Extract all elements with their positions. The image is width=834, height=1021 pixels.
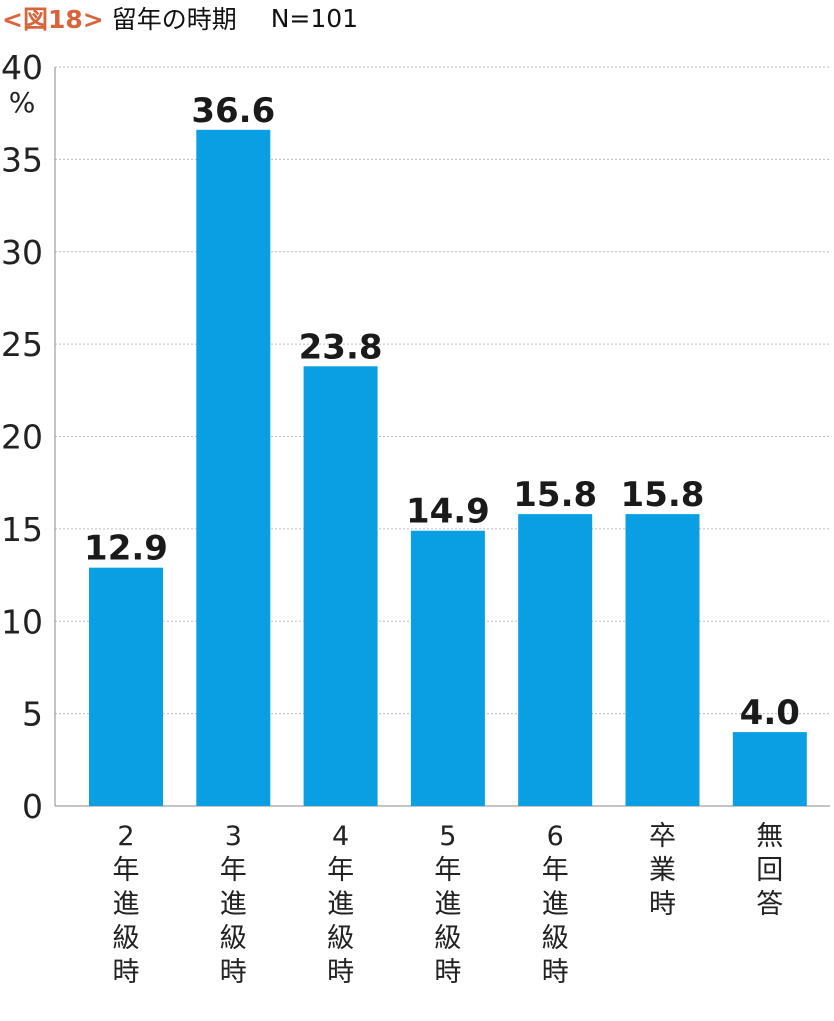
- y-tick-label: 35: [1, 140, 43, 179]
- x-tick-label: 進: [327, 889, 354, 920]
- y-tick-label: 40: [1, 48, 43, 87]
- bar: [625, 514, 700, 806]
- y-tick-label: 25: [1, 325, 43, 364]
- x-tick-label: 年: [434, 855, 461, 886]
- x-tick-label: 回: [756, 855, 783, 886]
- x-tick-label: 4: [332, 821, 349, 852]
- x-tick-label: 時: [327, 957, 354, 988]
- data-labels: 12.9 36.6 23.8 14.9 15.8 15.8 4.0: [84, 91, 800, 733]
- x-tick-label: 6: [547, 821, 564, 852]
- gridlines: [55, 66, 830, 715]
- x-tick-label: 年: [327, 855, 354, 886]
- x-tick-label: 業: [649, 855, 676, 886]
- x-tick-label: 級: [434, 923, 461, 954]
- data-label: 15.8: [621, 475, 705, 515]
- x-tick-label: 答: [756, 889, 783, 920]
- x-tick-label: 年: [542, 855, 569, 886]
- x-tick-label: 進: [220, 889, 247, 920]
- y-tick-label: 10: [1, 602, 43, 641]
- x-tick-label: 進: [542, 889, 569, 920]
- x-tick-label: 卒: [649, 821, 676, 852]
- x-tick-label: 時: [113, 957, 140, 988]
- y-tick-label: 0: [22, 787, 43, 826]
- chart-title: 留年の時期: [111, 5, 237, 34]
- x-tick-label: 時: [542, 957, 569, 988]
- bar: [89, 567, 163, 806]
- x-tick-label: 無: [756, 821, 783, 852]
- data-label: 23.8: [299, 327, 383, 367]
- bar: [410, 530, 485, 806]
- x-tick-label: 級: [327, 923, 354, 954]
- y-tick-label: 30: [1, 233, 43, 272]
- data-label: 15.8: [513, 475, 597, 515]
- x-tick-label: 2: [117, 821, 134, 852]
- x-tick-label: 級: [542, 923, 569, 954]
- sample-size: N=101: [270, 3, 359, 33]
- bar: [518, 514, 593, 806]
- x-tick-label: 時: [220, 957, 247, 988]
- figure-number: <図18>: [2, 5, 104, 34]
- x-tick-label: 時: [649, 889, 676, 920]
- x-tick-label: 時: [434, 957, 461, 988]
- x-tick-label: 年: [113, 855, 140, 886]
- y-axis-unit-label: %: [9, 86, 36, 119]
- bar: [303, 366, 378, 806]
- bars: [89, 129, 807, 806]
- data-label: 36.6: [191, 91, 275, 131]
- y-tick-label: 5: [22, 695, 43, 734]
- bar: [196, 129, 271, 806]
- data-label: 4.0: [740, 693, 800, 733]
- x-tick-label: 進: [434, 889, 461, 920]
- data-label: 14.9: [406, 492, 490, 532]
- y-tick-label: 15: [1, 510, 43, 549]
- x-tick-label: 級: [220, 923, 247, 954]
- data-label: 12.9: [84, 529, 168, 569]
- bar: [732, 732, 807, 806]
- y-tick-label: 20: [1, 418, 43, 457]
- chart-header: <図18> 留年の時期 N=101: [2, 0, 358, 36]
- x-tick-label: 級: [113, 923, 140, 954]
- y-tick-labels: 0 5 10 15 20 25 30 35 40: [1, 48, 43, 826]
- x-tick-label: 進: [113, 889, 140, 920]
- x-tick-label: 年: [220, 855, 247, 886]
- x-tick-label: 3: [225, 821, 242, 852]
- x-tick-label: 5: [439, 821, 456, 852]
